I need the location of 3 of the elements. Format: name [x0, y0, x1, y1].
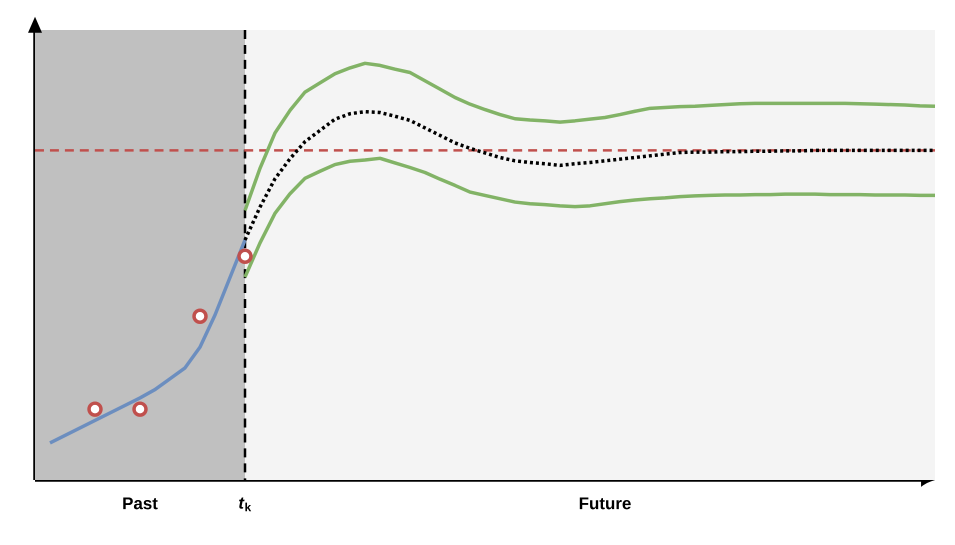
x-tick-label: Future: [580, 498, 631, 510]
x-tick-label: t$_{k}$: [239, 498, 252, 512]
x-tick-label: Past: [123, 498, 158, 510]
